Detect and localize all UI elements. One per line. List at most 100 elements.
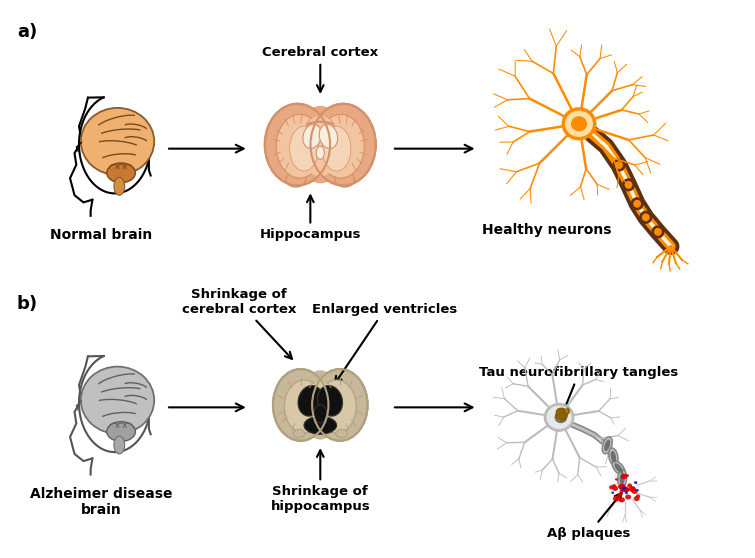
- Text: Normal brain: Normal brain: [51, 228, 153, 242]
- Text: Hippocampus: Hippocampus: [260, 195, 361, 241]
- Ellipse shape: [622, 178, 635, 191]
- Ellipse shape: [633, 200, 641, 208]
- Ellipse shape: [630, 197, 644, 210]
- Ellipse shape: [620, 473, 625, 485]
- Ellipse shape: [624, 487, 630, 492]
- Ellipse shape: [642, 213, 650, 222]
- Ellipse shape: [612, 492, 614, 494]
- Ellipse shape: [306, 381, 334, 432]
- Ellipse shape: [627, 483, 632, 488]
- Text: Enlarged ventricles: Enlarged ventricles: [313, 303, 458, 383]
- Ellipse shape: [639, 211, 652, 224]
- Ellipse shape: [335, 172, 355, 187]
- Ellipse shape: [612, 484, 616, 488]
- Ellipse shape: [615, 463, 623, 473]
- Ellipse shape: [612, 461, 625, 475]
- Ellipse shape: [615, 478, 618, 480]
- Ellipse shape: [619, 497, 625, 502]
- Ellipse shape: [615, 161, 623, 169]
- Ellipse shape: [302, 116, 339, 177]
- Ellipse shape: [630, 487, 636, 492]
- Text: Cerebral cortex: Cerebral cortex: [262, 46, 378, 92]
- Ellipse shape: [336, 430, 347, 437]
- Text: b): b): [17, 295, 38, 313]
- Ellipse shape: [633, 496, 639, 501]
- Ellipse shape: [265, 104, 330, 185]
- Ellipse shape: [654, 228, 662, 236]
- Ellipse shape: [617, 493, 622, 497]
- Ellipse shape: [620, 499, 622, 502]
- Ellipse shape: [624, 489, 627, 492]
- Ellipse shape: [621, 486, 628, 492]
- Ellipse shape: [285, 380, 324, 433]
- Ellipse shape: [317, 114, 365, 178]
- Ellipse shape: [621, 474, 627, 479]
- Ellipse shape: [322, 126, 351, 171]
- Ellipse shape: [613, 496, 620, 502]
- Ellipse shape: [545, 404, 573, 430]
- Ellipse shape: [273, 369, 328, 441]
- Ellipse shape: [106, 422, 135, 441]
- Ellipse shape: [624, 488, 627, 490]
- Ellipse shape: [622, 485, 625, 488]
- Ellipse shape: [619, 484, 625, 489]
- Ellipse shape: [290, 126, 319, 171]
- Text: Shrinkage of
cerebral cortex: Shrinkage of cerebral cortex: [181, 288, 296, 359]
- Ellipse shape: [618, 484, 624, 489]
- Ellipse shape: [636, 489, 639, 492]
- Text: Tau neurofibrillary tangles: Tau neurofibrillary tangles: [479, 366, 679, 417]
- Ellipse shape: [609, 485, 614, 489]
- Ellipse shape: [319, 124, 337, 148]
- Ellipse shape: [624, 181, 633, 189]
- Ellipse shape: [631, 489, 637, 494]
- Ellipse shape: [81, 367, 154, 434]
- Ellipse shape: [556, 412, 566, 422]
- Text: Shrinkage of
hippocampus: Shrinkage of hippocampus: [270, 450, 370, 513]
- Ellipse shape: [314, 405, 327, 423]
- Ellipse shape: [612, 158, 626, 172]
- Ellipse shape: [627, 489, 629, 491]
- Ellipse shape: [629, 486, 636, 492]
- Ellipse shape: [622, 487, 627, 492]
- Text: Healthy neurons: Healthy neurons: [482, 223, 612, 237]
- Ellipse shape: [294, 430, 305, 437]
- Ellipse shape: [81, 108, 154, 175]
- Ellipse shape: [298, 386, 323, 416]
- Ellipse shape: [625, 492, 628, 494]
- Ellipse shape: [625, 494, 631, 499]
- Ellipse shape: [318, 386, 343, 416]
- Ellipse shape: [286, 172, 306, 187]
- Ellipse shape: [612, 486, 618, 491]
- Ellipse shape: [618, 470, 627, 487]
- Ellipse shape: [611, 451, 616, 463]
- Ellipse shape: [114, 436, 125, 454]
- Ellipse shape: [572, 117, 586, 131]
- Ellipse shape: [625, 474, 629, 477]
- Text: Aβ plaques: Aβ plaques: [547, 493, 630, 540]
- Ellipse shape: [312, 369, 368, 441]
- Ellipse shape: [622, 487, 626, 490]
- Ellipse shape: [563, 109, 595, 138]
- Ellipse shape: [300, 371, 341, 440]
- Ellipse shape: [317, 380, 356, 433]
- Ellipse shape: [602, 437, 612, 454]
- Ellipse shape: [622, 485, 625, 488]
- Ellipse shape: [609, 448, 618, 465]
- Text: a): a): [17, 23, 37, 41]
- Ellipse shape: [619, 485, 626, 491]
- Ellipse shape: [619, 490, 624, 493]
- Ellipse shape: [604, 440, 610, 451]
- Ellipse shape: [296, 106, 345, 184]
- Ellipse shape: [303, 124, 322, 148]
- Ellipse shape: [621, 486, 627, 490]
- Ellipse shape: [652, 225, 664, 238]
- Text: Alzheimer disease
brain: Alzheimer disease brain: [30, 487, 173, 517]
- Ellipse shape: [106, 163, 135, 182]
- Ellipse shape: [636, 494, 640, 498]
- Ellipse shape: [316, 146, 325, 159]
- Ellipse shape: [634, 481, 637, 484]
- Ellipse shape: [310, 104, 376, 185]
- Ellipse shape: [304, 416, 337, 434]
- Ellipse shape: [276, 114, 324, 178]
- Ellipse shape: [114, 177, 125, 195]
